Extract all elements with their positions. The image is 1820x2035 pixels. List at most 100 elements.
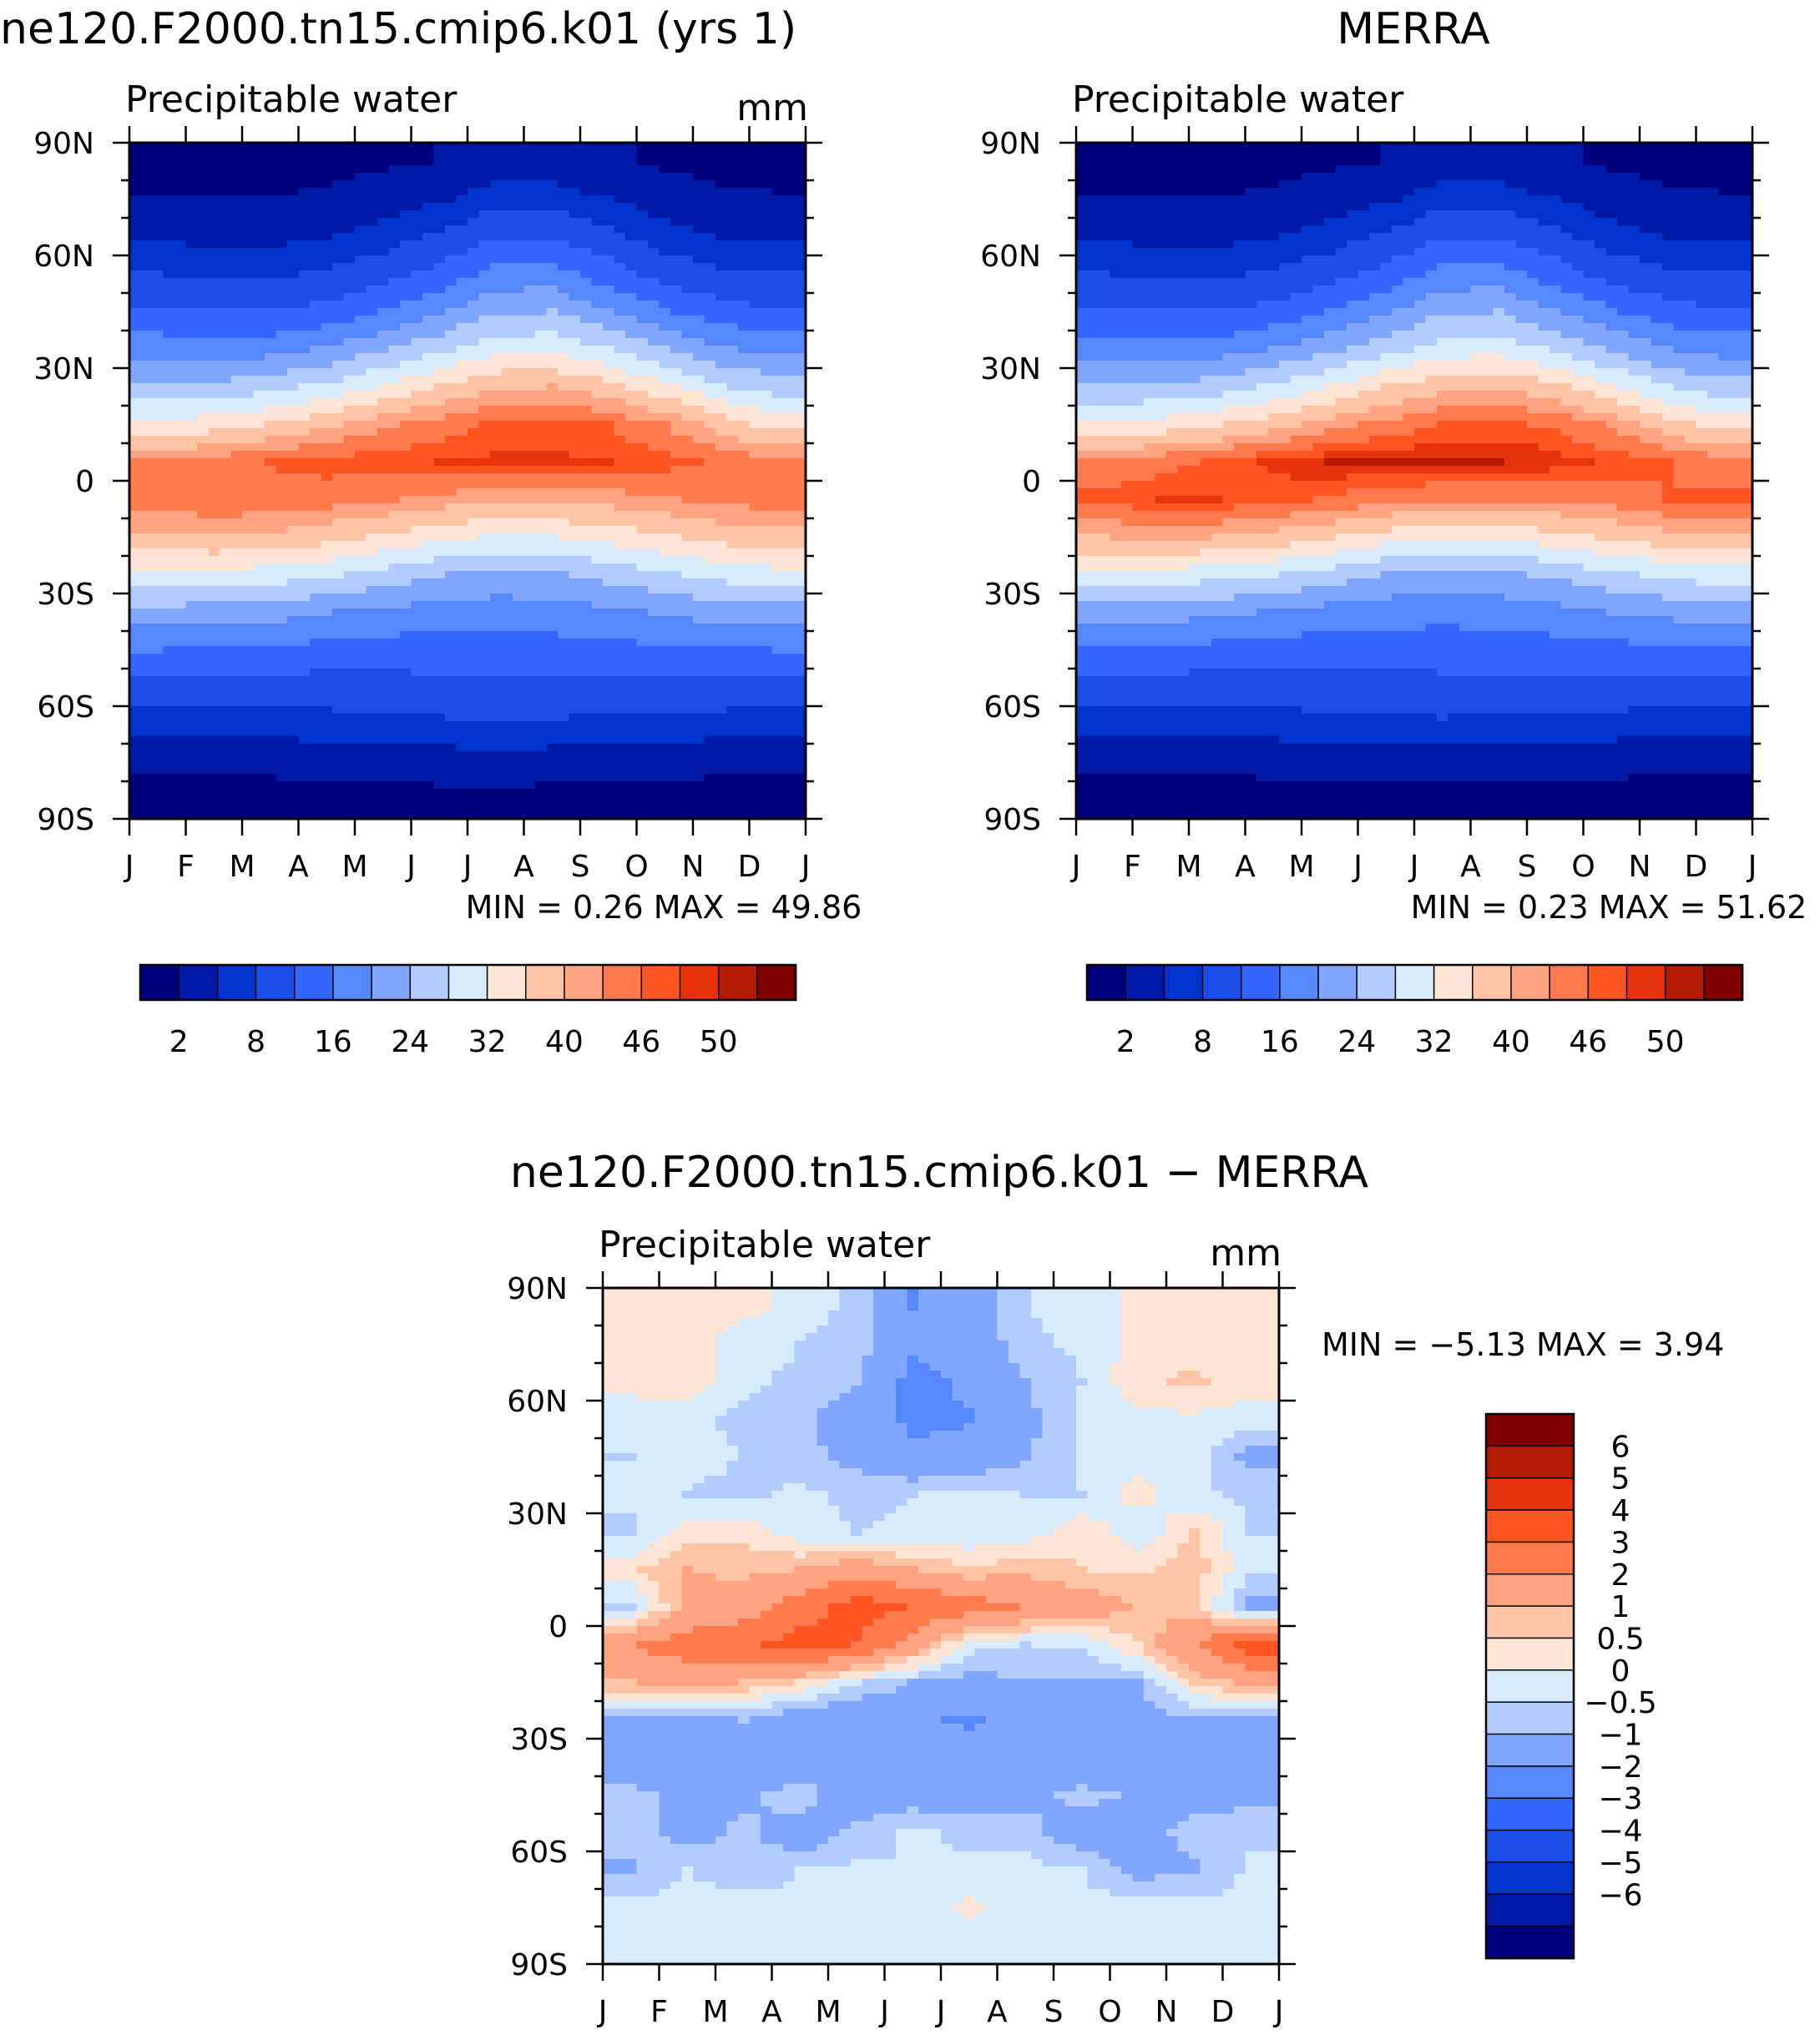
data-cell [209, 293, 220, 301]
data-cell [310, 263, 321, 271]
data-cell [367, 323, 378, 331]
data-cell [648, 669, 660, 677]
data-cell [344, 436, 356, 444]
data-cell [389, 661, 401, 669]
data-cell [197, 533, 209, 542]
data-cell [761, 639, 772, 647]
data-cell [547, 263, 559, 271]
data-cell [276, 511, 288, 519]
data-cell [614, 533, 626, 542]
data-cell [535, 751, 547, 760]
data-cell [693, 511, 705, 519]
data-cell [670, 736, 682, 745]
data-cell [468, 699, 479, 707]
data-cell [242, 158, 254, 166]
data-cell [129, 225, 141, 234]
data-cell [141, 233, 153, 241]
data-cell [660, 338, 671, 346]
data-cell [670, 263, 682, 271]
data-cell [490, 376, 502, 384]
data-cell [412, 225, 423, 234]
data-cell [197, 496, 209, 504]
data-cell [412, 398, 423, 406]
data-cell [603, 458, 614, 467]
data-cell [310, 646, 321, 654]
data-cell [738, 624, 750, 632]
data-cell [738, 458, 750, 467]
data-cell [592, 744, 604, 752]
data-cell [524, 308, 536, 316]
data-cell [625, 150, 637, 159]
data-cell [422, 346, 434, 354]
data-cell [276, 744, 288, 752]
data-cell [727, 556, 739, 564]
data-cell [502, 323, 513, 331]
data-cell [524, 158, 536, 166]
data-cell [660, 398, 671, 406]
data-cell [186, 203, 198, 211]
data-cell [558, 398, 569, 406]
data-cell [254, 766, 265, 775]
data-cell [727, 255, 739, 264]
data-cell [637, 413, 649, 422]
data-cell [254, 210, 265, 219]
data-cell [141, 406, 153, 414]
data-cell [479, 428, 491, 437]
data-cell [344, 180, 356, 189]
data-cell [197, 518, 209, 527]
data-cell [569, 210, 581, 219]
data-cell [445, 669, 457, 677]
data-cell [355, 661, 367, 669]
data-cell [468, 669, 479, 677]
data-cell [129, 376, 141, 384]
data-cell [457, 361, 468, 369]
data-cell [141, 684, 153, 692]
data-cell [625, 383, 637, 391]
data-cell [141, 443, 153, 452]
data-cell [254, 180, 265, 189]
data-cell [795, 706, 806, 715]
data-cell [197, 616, 209, 624]
data-cell [367, 473, 378, 482]
data-cell [502, 616, 513, 624]
data-cell [367, 616, 378, 624]
data-cell [129, 518, 141, 527]
data-cell [637, 759, 649, 767]
data-cell [592, 255, 604, 264]
data-cell [276, 706, 288, 715]
data-cell [400, 639, 412, 647]
data-cell [738, 639, 750, 647]
data-cell [276, 451, 288, 459]
data-cell [592, 398, 604, 406]
data-cell [299, 511, 311, 519]
data-cell [468, 233, 479, 241]
data-cell [344, 263, 356, 271]
data-cell [389, 150, 401, 159]
data-cell [231, 503, 243, 512]
data-cell [693, 210, 705, 219]
data-cell [457, 676, 468, 684]
data-cell [625, 541, 637, 549]
data-cell [287, 639, 299, 647]
data-cell [389, 240, 401, 249]
data-cell [660, 308, 671, 316]
data-cell [625, 586, 637, 594]
data-cell [186, 684, 198, 692]
data-cell [355, 263, 367, 271]
data-cell [287, 473, 299, 482]
data-cell [625, 248, 637, 256]
data-cell [434, 421, 446, 429]
data-cell [377, 300, 389, 309]
data-cell [603, 210, 614, 219]
data-cell [332, 331, 344, 339]
data-cell [400, 488, 412, 497]
data-cell [580, 646, 592, 654]
data-cell [580, 578, 592, 587]
data-cell [648, 323, 660, 331]
data-cell [287, 180, 299, 189]
data-cell [715, 541, 727, 549]
data-cell [412, 541, 423, 549]
data-cell [513, 736, 524, 745]
data-cell [389, 293, 401, 301]
data-cell [209, 210, 220, 219]
